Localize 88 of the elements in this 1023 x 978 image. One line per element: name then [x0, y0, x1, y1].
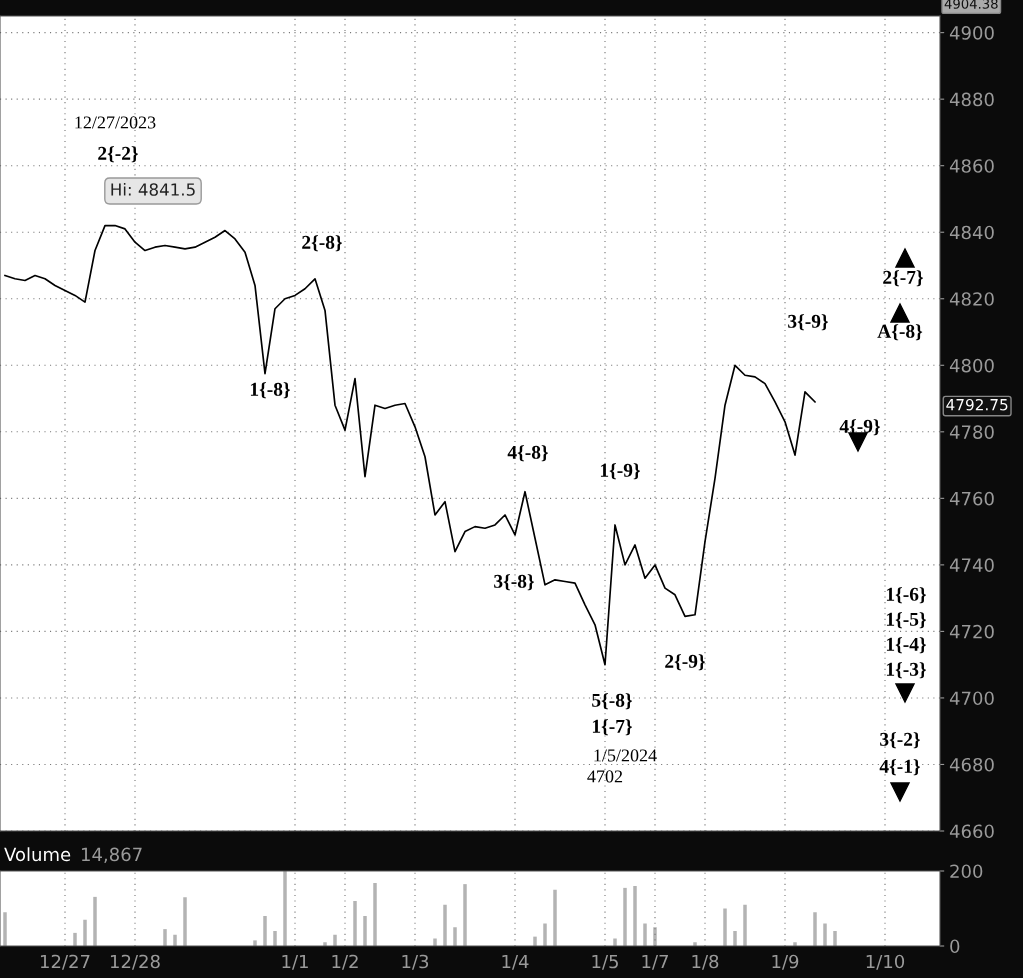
- annotation: 1{-8}: [250, 382, 290, 399]
- text: 4792.75: [946, 398, 1008, 411]
- bar: [443, 904, 447, 946]
- bar: [463, 884, 467, 946]
- annotation: 4{-9}: [839, 419, 880, 436]
- y-tick-label: 0: [950, 939, 960, 954]
- y-tick-label: 4720: [949, 624, 994, 639]
- bar: [363, 916, 367, 946]
- bar: [163, 929, 167, 946]
- annotation: 2{-2}: [98, 146, 138, 163]
- bar: [353, 901, 357, 946]
- annotation: 1/5/2024: [594, 749, 657, 762]
- annotation: A{-8}: [877, 324, 923, 341]
- y-tick-label: 4680: [949, 757, 994, 772]
- annotation: 5{-8}: [592, 693, 632, 710]
- bar: [73, 932, 77, 946]
- chart-title: Volume: [4, 847, 71, 862]
- annotation: 3{-2}: [880, 732, 920, 749]
- annotation: 4{-1}: [879, 759, 920, 776]
- bar: [543, 923, 547, 946]
- bar: [433, 938, 437, 946]
- bar: [643, 923, 647, 946]
- bar: [333, 934, 337, 946]
- bar: [323, 942, 327, 946]
- y-tick-label: 4880: [949, 92, 994, 107]
- y-tick-label: 200: [950, 864, 983, 879]
- x-tick-label: 1/7: [642, 954, 668, 970]
- y-tick-label: 4800: [949, 358, 994, 373]
- bar: [653, 927, 657, 946]
- x-tick-label: 1/10: [866, 954, 905, 970]
- annotation: 1{-4}: [886, 637, 926, 654]
- bar: [733, 931, 737, 946]
- bar: [823, 923, 827, 946]
- bar: [833, 931, 837, 946]
- annotation: 2{-9}: [665, 654, 705, 671]
- chart-subtitle: 14,867: [81, 847, 142, 864]
- x-tick-label: 1/5: [592, 954, 618, 970]
- bar: [633, 886, 637, 946]
- annotation: 4702: [587, 770, 623, 783]
- bar: [813, 912, 817, 946]
- bar: [623, 887, 627, 946]
- bar: [3, 912, 7, 946]
- bar: [263, 916, 267, 946]
- y-tick-label: 4820: [949, 292, 994, 306]
- annotation: 2{-8}: [302, 235, 342, 252]
- annotation: 1{-5}: [886, 612, 926, 629]
- bar: [453, 927, 457, 946]
- y-tick-label: 4700: [949, 691, 994, 706]
- y-tick-label: 4780: [949, 425, 994, 439]
- y-tick-label: 4740: [949, 558, 994, 572]
- bar: [373, 883, 377, 946]
- bar: [283, 871, 287, 946]
- bar: [743, 904, 747, 946]
- bar: [273, 931, 277, 946]
- y-tick-label: 4760: [949, 491, 994, 506]
- y-tick-label: 4660: [949, 824, 994, 839]
- y-tick-label: 4860: [949, 159, 994, 173]
- bar: [723, 908, 727, 946]
- annotation: 4{-8}: [507, 445, 548, 462]
- bar: [83, 919, 87, 946]
- x-tick-label: 1/3: [402, 954, 429, 970]
- x-tick-label: 12/27: [40, 954, 90, 970]
- bar: [93, 896, 97, 946]
- annotation: 3{-9}: [788, 314, 828, 331]
- annotation: 12/27/2023: [75, 116, 156, 129]
- x-tick-label: 1/8: [692, 954, 719, 970]
- y-tick-label: 4840: [949, 225, 994, 240]
- y-tick-label: 4900: [949, 26, 994, 40]
- annotation: 1{-3}: [886, 662, 926, 679]
- x-tick-label: 1/1: [282, 954, 308, 970]
- x-tick-label: 1/2: [332, 954, 358, 970]
- bar: [793, 942, 797, 946]
- bar: [693, 942, 697, 946]
- annotation: 2{-7}: [883, 270, 923, 287]
- bar: [173, 934, 177, 946]
- x-tick-label: 12/28: [110, 954, 160, 970]
- bar: [253, 940, 257, 946]
- x-tick-label: 1/4: [502, 954, 529, 970]
- annotation: 1{-6}: [886, 587, 926, 604]
- bar: [533, 936, 537, 946]
- bar: [183, 897, 187, 946]
- annotation: 1{-7}: [592, 719, 632, 736]
- x-tick-label: 1/9: [772, 954, 799, 970]
- annotation: 1{-9}: [600, 463, 640, 480]
- annotation: 3{-8}: [494, 574, 534, 591]
- bar: [553, 889, 557, 946]
- annotation: Hi: 4841.5: [111, 182, 195, 196]
- bar: [613, 938, 617, 946]
